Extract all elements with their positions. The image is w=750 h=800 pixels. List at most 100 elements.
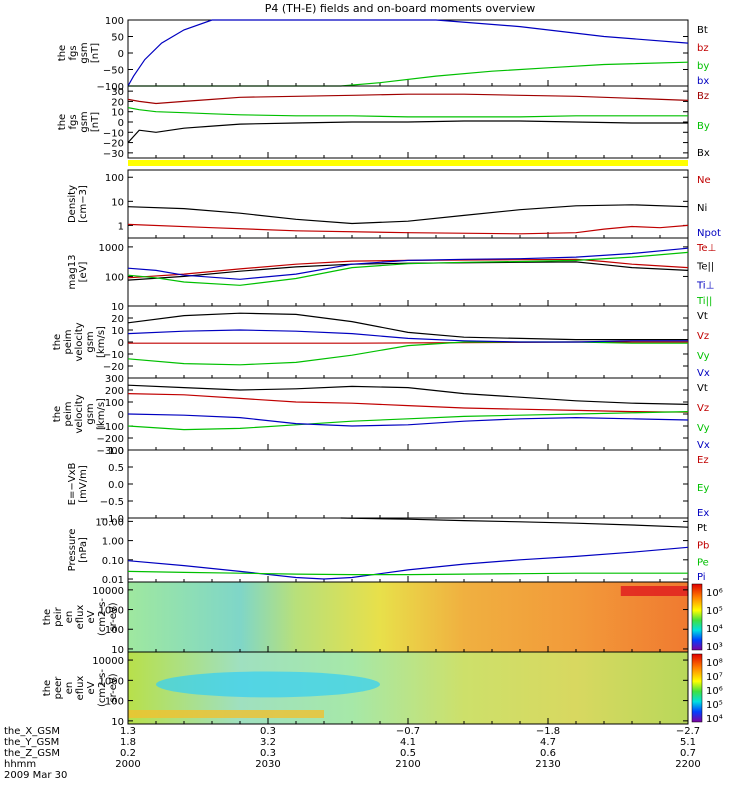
legend-Pt: Pt [697,523,707,534]
y-tick-label: 10.00 [95,517,124,528]
orbit-value: 4.7 [540,737,556,748]
y-tick-label: 100 [105,697,124,708]
y-axis-label: thepeimvelocitygsm[km/s] [52,394,107,433]
y-axis-label-line: [km/s] [96,326,107,358]
series-Ti⊥ [127,247,689,280]
series-bx [127,19,689,87]
y-tick-label: −300 [97,446,124,457]
colorbar [691,583,703,651]
legend-Pi: Pi [697,572,706,583]
y-tick-label: 0.0 [108,480,124,491]
legend-Npot: Npot [697,228,721,239]
y-axis-label-line: velocity [74,394,85,433]
y-tick-label: 30 [111,87,124,98]
y-axis-label-line: eV [86,610,97,623]
y-tick-label: 1000 [99,243,124,254]
legend-Ne: Ne [697,175,711,186]
legend-Vz: Vz [697,403,709,414]
orbit-value: 0.2 [120,748,136,759]
y-axis-label: thepeirenefluxeV(cm2-s-sr-eV) [42,598,119,636]
y-tick-label: 0 [118,410,124,421]
series-Bz [127,93,689,105]
orbit-value: −2.7 [676,726,700,737]
y-tick-label: 0 [118,338,124,349]
legend-Ez: Ez [697,455,709,466]
legend-Ti⊥: Ti⊥ [696,280,714,291]
y-axis-label-line: eflux [75,605,86,630]
y-tick-label: −20 [103,362,124,373]
series-Vx [127,329,688,343]
y-tick-label: 300 [105,374,124,385]
series-Pe [127,570,688,576]
legend-Vz: Vz [697,331,709,342]
y-tick-label: −1.0 [100,514,124,525]
colorbar [691,653,703,723]
y-axis-label: thepeerenefluxeV(cm2-s-sr-eV) [42,669,119,707]
series-Vt [127,384,689,405]
panel-p1: 100 50 0 −50 −100 thefgsgsm[nT] Bt bz by bx [57,16,709,93]
y-axis-label: thefgsgsm[nT] [57,42,101,63]
series-Ni [127,204,689,225]
y-axis-label-line: eflux [75,676,86,701]
legend-Vt: Vt [697,383,708,394]
y-axis-label-line: peim [63,401,74,426]
orbit-value: 1.8 [120,737,136,748]
spectrogram-feature [620,586,688,596]
y-tick-label: 50 [111,33,124,44]
y-tick-label: −20 [103,139,124,150]
colorbar-label: 10⁶ [706,588,723,599]
y-tick-label: 1.0 [108,446,124,457]
series-Bx [127,120,688,144]
figure-title: P4 (TH-E) fields and on-board moments ov… [265,2,536,15]
panel-p4: 1000 100 10 mag13[eV] Te⊥ Te|| Ti⊥ Ti|| [67,237,716,313]
y-tick-label: 100 [105,16,124,27]
orbit-row-label: the_X_GSM [4,726,60,737]
legend-bx: bx [697,76,709,87]
orbit-value: 2100 [395,759,420,770]
orbit-value: 3.2 [260,737,276,748]
y-axis-label: thepeimvelocitygsm[km/s] [52,322,107,361]
y-axis-label-line: eV [86,681,97,694]
legend-Vx: Vx [697,440,710,451]
y-axis-label-line: E=−VxB [67,463,78,506]
panel-p10: 10⁸ 10⁷ 10⁶ 10⁵ 10⁴ 10000 1000 100 10 thepeerenef… [42,651,723,728]
y-axis-label-line: sr-eV) [108,673,119,702]
y-axis-label-line: peer [53,676,64,700]
y-tick-label: 100 [105,625,124,636]
y-tick-label: 10 [111,717,124,728]
legend-Pb: Pb [697,540,709,551]
legend-By: By [697,121,710,132]
y-axis-label-line: en [64,611,75,624]
panel-p8: 10.00 1.00 0.10 0.01 Pressure[nPa] Pt Pb Pe Pi [67,517,709,586]
legend-Ey: Ey [697,483,709,494]
y-axis-label-line: [nPa] [78,537,89,563]
y-axis-label-line: [nT] [90,112,101,132]
colorbar-label: 10⁴ [706,624,723,635]
plot-frame [127,449,689,519]
legend-Pe: Pe [697,558,709,569]
colorbar-label: 10⁵ [706,700,723,711]
y-axis-label-line: gsm [85,403,96,424]
series-Vx [127,413,689,427]
y-tick-label: 20 [111,97,124,108]
orbit-value: −1.8 [536,726,560,737]
orbit-value: 2200 [675,759,700,770]
y-axis-label-line: fgs [68,45,79,60]
legend-Vt: Vt [697,311,708,322]
colorbar-label: 10⁷ [706,672,723,683]
plot-frame [127,19,689,87]
y-tick-label: −100 [97,82,124,93]
y-axis-label-line: (cm2-s- [97,598,108,636]
y-tick-label: 10 [111,108,124,119]
orbit-value: −0.7 [396,726,420,737]
y-tick-label: 0 [118,118,124,129]
series-Vy [127,341,688,366]
status-bar [128,160,688,166]
y-axis-label-line: fgs [68,114,79,129]
legend-Bx: Bx [697,148,710,159]
y-axis-label-line: mag13 [67,255,78,290]
orbit-value: 2130 [535,759,560,770]
